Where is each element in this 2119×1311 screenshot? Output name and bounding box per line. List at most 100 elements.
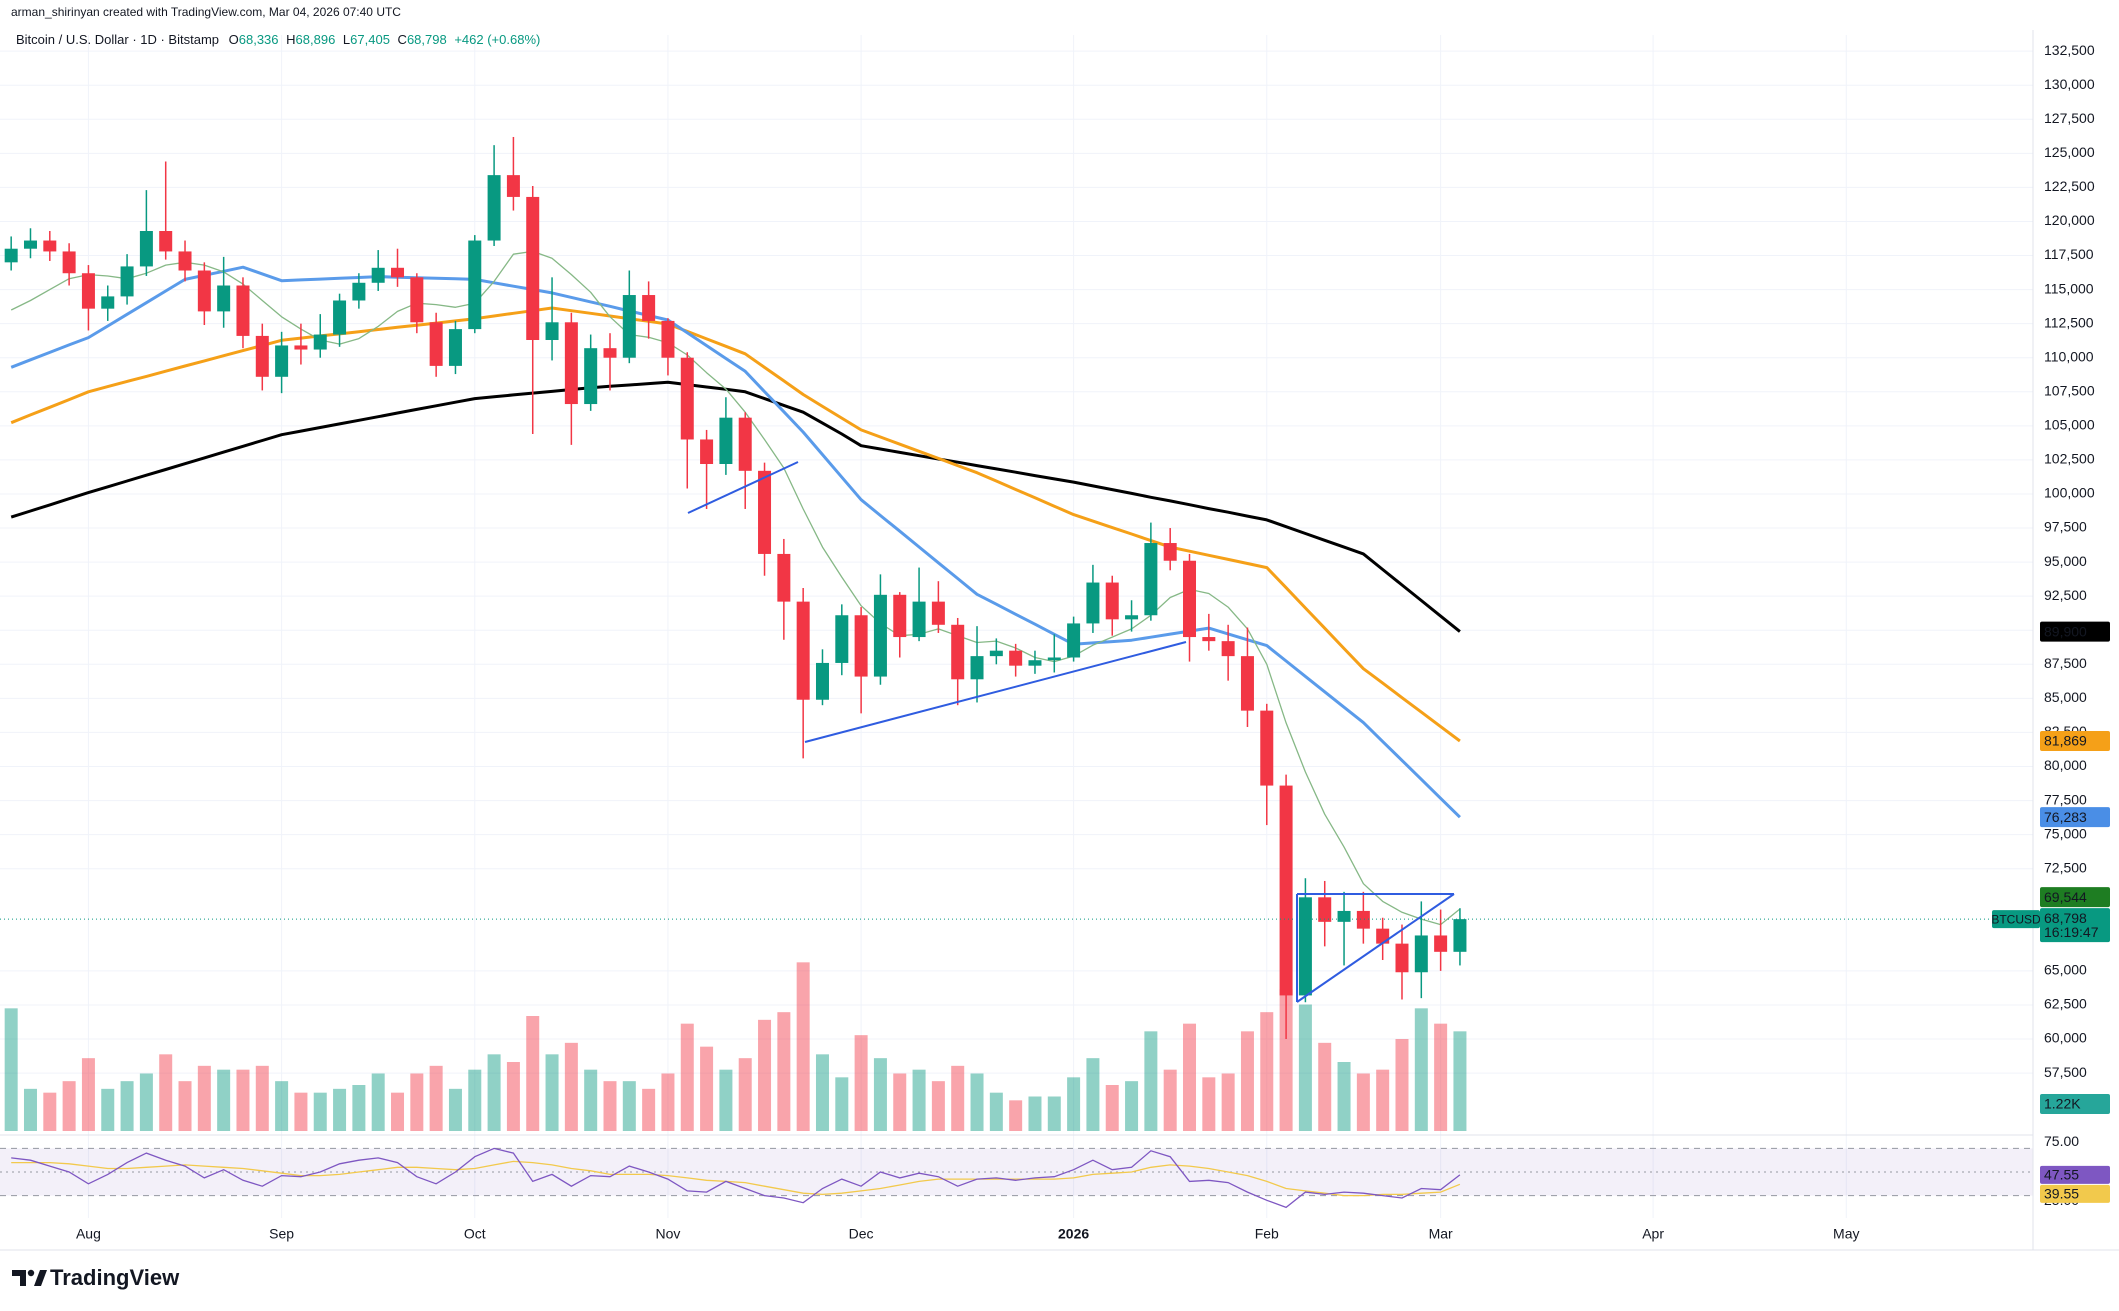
candle-body [545,322,559,341]
candle-body [236,285,250,336]
volume-bar [1414,1008,1428,1131]
price-tag: 68,798 [2044,910,2087,926]
volume-bar [217,1069,231,1131]
y-tick-label: 110,000 [2044,348,2094,364]
y-tick-label: 125,000 [2044,144,2095,160]
candle-body [1202,637,1216,642]
volume-bar [1009,1100,1023,1131]
volume-bar [545,1054,559,1131]
volume-bar [275,1081,289,1131]
volume-bar [448,1088,462,1131]
countdown: 16:19:47 [2044,924,2099,940]
candle-body [584,348,598,405]
price-tag-box [2040,908,2110,943]
volume-bar [391,1092,405,1131]
volume-bar [1028,1096,1042,1131]
volume-bar [1279,989,1293,1131]
rsi-tag-box [2040,1165,2110,1184]
x-tick-label: Nov [655,1226,680,1242]
volume-bar [1337,1062,1351,1131]
candle-body [468,240,482,330]
candle-body [661,320,675,358]
y-tick-label: 62,500 [2044,996,2087,1012]
candle-body [526,196,540,341]
candle-body [62,251,76,274]
ma-tag-box [2040,887,2110,908]
volume-bar [758,1019,772,1131]
x-tick-label: Dec [849,1226,874,1242]
symbol-tag: BTCUSD [1991,912,2041,926]
candle-body [1028,660,1042,666]
x-tick-label: 2026 [1058,1226,1089,1242]
candle-body [1298,897,1312,996]
legend-value: 68,336 [239,32,279,47]
brand-logo [12,1269,47,1286]
candle-body [796,601,810,700]
candle-body [1279,785,1293,996]
candle-body [487,175,501,241]
symbol-legend: Bitcoin / U.S. Dollar · 1D · Bitstamp O6… [16,32,540,47]
candle-body [564,322,578,405]
volume-bar [506,1062,520,1131]
candle-body [448,329,462,366]
candle-body [1144,543,1158,616]
candle-body [159,230,173,252]
volume-bar [854,1035,868,1131]
candle-body [989,650,1003,657]
y-tick-label: 75,000 [2044,825,2087,841]
volume-bar [912,1069,926,1131]
candle-body [1337,910,1351,922]
candle-body [217,285,231,312]
volume-bar [1240,1031,1254,1131]
rsi-ma-tag-box [2040,1184,2110,1203]
candle-body [815,662,829,700]
y-tick-label: 72,500 [2044,859,2087,875]
candle-body [1163,543,1177,561]
volume-bar [1105,1085,1119,1131]
candle-body [1453,919,1467,952]
volume-bar [294,1092,308,1131]
legend-key: C [398,32,407,47]
y-tick-label: 85,000 [2044,689,2087,705]
ma-tag: 69,544 [2044,889,2087,905]
rsi-tag: 47.55 [2044,1167,2079,1183]
volume-bar [603,1081,617,1131]
candle-body [391,267,405,278]
y-tick-label: 57,500 [2044,1064,2087,1080]
candle-body [410,277,424,323]
volume-bar [255,1065,269,1131]
volume-bar [1395,1039,1409,1131]
legend-value: 68,896 [296,32,336,47]
y-tick-label: 102,500 [2044,451,2095,467]
y-tick-label: 80,000 [2044,757,2087,773]
y-tick-label: 60,000 [2044,1030,2087,1046]
candle-body [333,300,347,335]
candle-body [873,594,887,677]
trendline [1296,893,1455,1003]
candle-body [1356,910,1370,929]
y-tick-label: 65,000 [2044,962,2087,978]
candle-body [313,334,327,350]
candle-body [429,322,443,366]
ma-tag-box [2040,807,2110,828]
volume-bar [43,1092,57,1131]
volume-bar [622,1081,636,1131]
volume-bar [1298,1004,1312,1131]
candle-body [139,230,153,267]
volume-bar [564,1042,578,1131]
volume-bar [62,1081,76,1131]
volume-bar [468,1069,482,1131]
volume-bar [1434,1023,1448,1131]
legend-key: L [343,32,350,47]
candle-body [1318,897,1332,922]
trendline [687,461,799,514]
volume-bar [159,1054,173,1131]
candle-body [81,273,95,309]
x-tick-label: Sep [269,1226,294,1242]
y-tick-label: 97,500 [2044,519,2087,535]
y-tick-label: 132,500 [2044,42,2095,58]
